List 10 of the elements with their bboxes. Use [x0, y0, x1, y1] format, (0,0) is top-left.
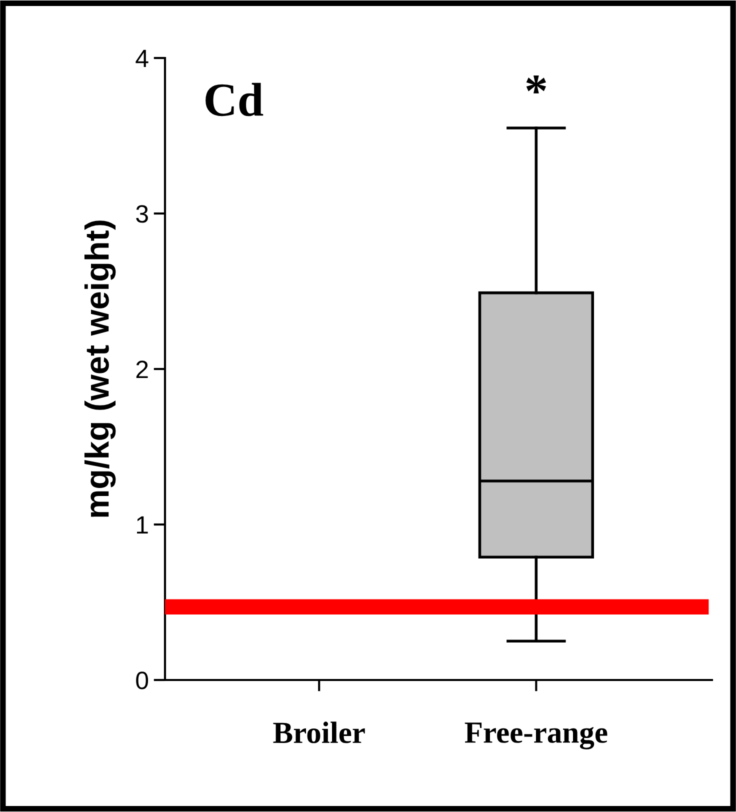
- y-tick-label: 2: [136, 360, 148, 378]
- annotation: *: [526, 76, 546, 94]
- chart-title: Cd: [206, 82, 264, 116]
- x-tick-label: Free-range: [464, 722, 608, 750]
- y-tick-label: 3: [136, 205, 148, 223]
- y-tick-label: 1: [137, 516, 148, 534]
- x-tick-label: Broiler: [273, 722, 365, 744]
- y-tick-label: 4: [136, 50, 148, 68]
- y-axis-title: mg/kg (wet weight): [84, 220, 116, 517]
- y-tick-label: 0: [136, 672, 148, 690]
